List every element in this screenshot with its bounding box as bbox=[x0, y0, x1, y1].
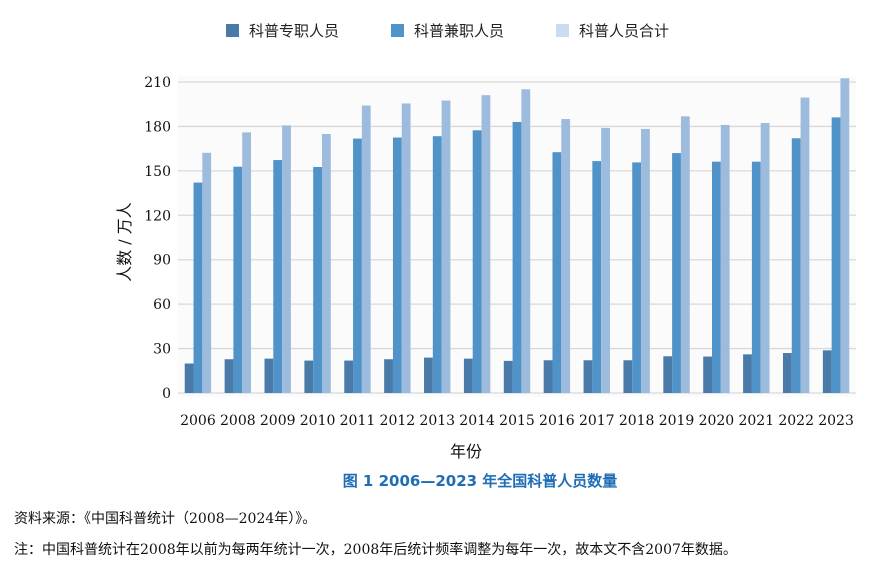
y-tick-label: 150 bbox=[144, 164, 171, 180]
bar-2016-1 bbox=[552, 152, 562, 393]
y-tick-label: 180 bbox=[144, 119, 171, 135]
bar-2019-1 bbox=[672, 153, 681, 393]
y-tick-label: 0 bbox=[162, 386, 171, 402]
legend: 科普专职人员 科普兼职人员 科普人员合计 bbox=[0, 20, 895, 41]
y-axis-title: 人数 / 万人 bbox=[115, 202, 134, 282]
x-tick-label: 2021 bbox=[738, 413, 774, 429]
bar-2011-0 bbox=[344, 360, 354, 393]
bar-2008-1 bbox=[233, 166, 243, 393]
x-tick-label: 2020 bbox=[699, 413, 735, 429]
legend-swatch bbox=[556, 24, 569, 37]
legend-item-parttime: 科普兼职人员 bbox=[390, 20, 504, 41]
bar-2012-0 bbox=[384, 359, 393, 393]
bar-2009-2 bbox=[282, 125, 291, 393]
bar-2013-2 bbox=[441, 100, 451, 393]
bar-2022-2 bbox=[800, 97, 810, 394]
y-tick-label: 90 bbox=[153, 253, 171, 269]
bar-2017-2 bbox=[601, 127, 610, 394]
y-tick-label: 210 bbox=[144, 75, 171, 91]
x-tick-label: 2008 bbox=[220, 413, 256, 429]
x-tick-label: 2014 bbox=[459, 413, 495, 429]
x-tick-label: 2022 bbox=[778, 413, 814, 429]
source-note: 资料来源：《中国科普统计（2008—2024年）》。 bbox=[14, 511, 317, 527]
bar-2017-1 bbox=[592, 161, 602, 393]
bar-2018-1 bbox=[632, 162, 642, 393]
legend-label: 科普专职人员 bbox=[248, 22, 339, 40]
x-axis-title: 年份 bbox=[450, 442, 483, 461]
x-tick-label: 2018 bbox=[619, 413, 655, 429]
bar-2010-2 bbox=[321, 133, 331, 393]
bar-2006-2 bbox=[202, 152, 212, 393]
x-tick-label: 2017 bbox=[579, 413, 615, 429]
bar-2014-1 bbox=[472, 130, 482, 393]
bar-2018-0 bbox=[623, 360, 633, 393]
bar-2020-1 bbox=[712, 161, 721, 393]
bar-2018-2 bbox=[641, 128, 650, 393]
x-tick-label: 2012 bbox=[380, 413, 416, 429]
x-tick-label: 2011 bbox=[340, 413, 376, 429]
bar-2014-0 bbox=[463, 358, 473, 393]
bar-2015-2 bbox=[521, 89, 531, 394]
bar-2020-2 bbox=[720, 124, 730, 393]
bar-2008-2 bbox=[242, 132, 252, 393]
bar-2013-1 bbox=[432, 136, 442, 393]
bar-2021-0 bbox=[743, 354, 752, 393]
y-tick-label: 30 bbox=[153, 342, 171, 358]
bar-2015-0 bbox=[503, 360, 513, 393]
x-tick-label: 2009 bbox=[260, 413, 296, 429]
bar-2019-0 bbox=[663, 356, 673, 393]
x-tick-label: 2013 bbox=[419, 413, 455, 429]
bar-2023-1 bbox=[831, 117, 841, 393]
bar-2017-0 bbox=[583, 360, 593, 393]
x-tick-label: 2006 bbox=[180, 413, 216, 429]
bar-2020-0 bbox=[703, 356, 713, 393]
x-tick-label: 2023 bbox=[818, 413, 854, 429]
y-tick-label: 60 bbox=[153, 297, 171, 313]
bar-2008-0 bbox=[224, 359, 234, 393]
bar-2010-0 bbox=[304, 360, 314, 393]
legend-label: 科普人员合计 bbox=[579, 22, 670, 40]
bar-2011-1 bbox=[353, 138, 362, 393]
bar-2013-0 bbox=[424, 357, 433, 393]
bar-2016-2 bbox=[561, 119, 571, 394]
legend-item-fulltime: 科普专职人员 bbox=[225, 20, 339, 41]
bar-2009-1 bbox=[273, 160, 283, 393]
x-tick-label: 2010 bbox=[300, 413, 336, 429]
remark-note: 注：中国科普统计在2008年以前为每两年统计一次，2008年后统计频率调整为每年… bbox=[14, 542, 737, 558]
bar-2012-1 bbox=[392, 137, 402, 393]
x-tick-label: 2015 bbox=[499, 413, 535, 429]
bar-2012-2 bbox=[401, 103, 411, 393]
figure-caption: 图 1 2006—2023 年全国科普人员数量 bbox=[342, 472, 618, 490]
legend-swatch bbox=[225, 24, 239, 37]
y-tick-label: 120 bbox=[144, 208, 171, 224]
bar-2022-0 bbox=[782, 353, 792, 393]
bar-2009-0 bbox=[264, 358, 274, 393]
bar-2006-0 bbox=[184, 363, 194, 393]
bar-2016-0 bbox=[543, 360, 553, 393]
legend-item-total: 科普人员合计 bbox=[556, 20, 669, 41]
legend-swatch bbox=[390, 24, 404, 37]
bar-2023-0 bbox=[822, 350, 832, 393]
x-tick-label: 2019 bbox=[659, 413, 695, 429]
legend-label: 科普兼职人员 bbox=[413, 22, 504, 40]
bar-2015-1 bbox=[512, 121, 522, 393]
x-tick-label: 2016 bbox=[539, 413, 575, 429]
bar-2021-2 bbox=[760, 123, 770, 393]
bar-2023-2 bbox=[840, 78, 850, 394]
bar-2021-1 bbox=[751, 161, 761, 393]
bar-2014-2 bbox=[481, 95, 491, 393]
bar-2022-1 bbox=[791, 138, 801, 393]
bar-2011-2 bbox=[361, 105, 371, 393]
bar-2019-2 bbox=[680, 116, 690, 393]
bar-2006-1 bbox=[193, 182, 203, 393]
bar-2010-1 bbox=[313, 167, 322, 393]
